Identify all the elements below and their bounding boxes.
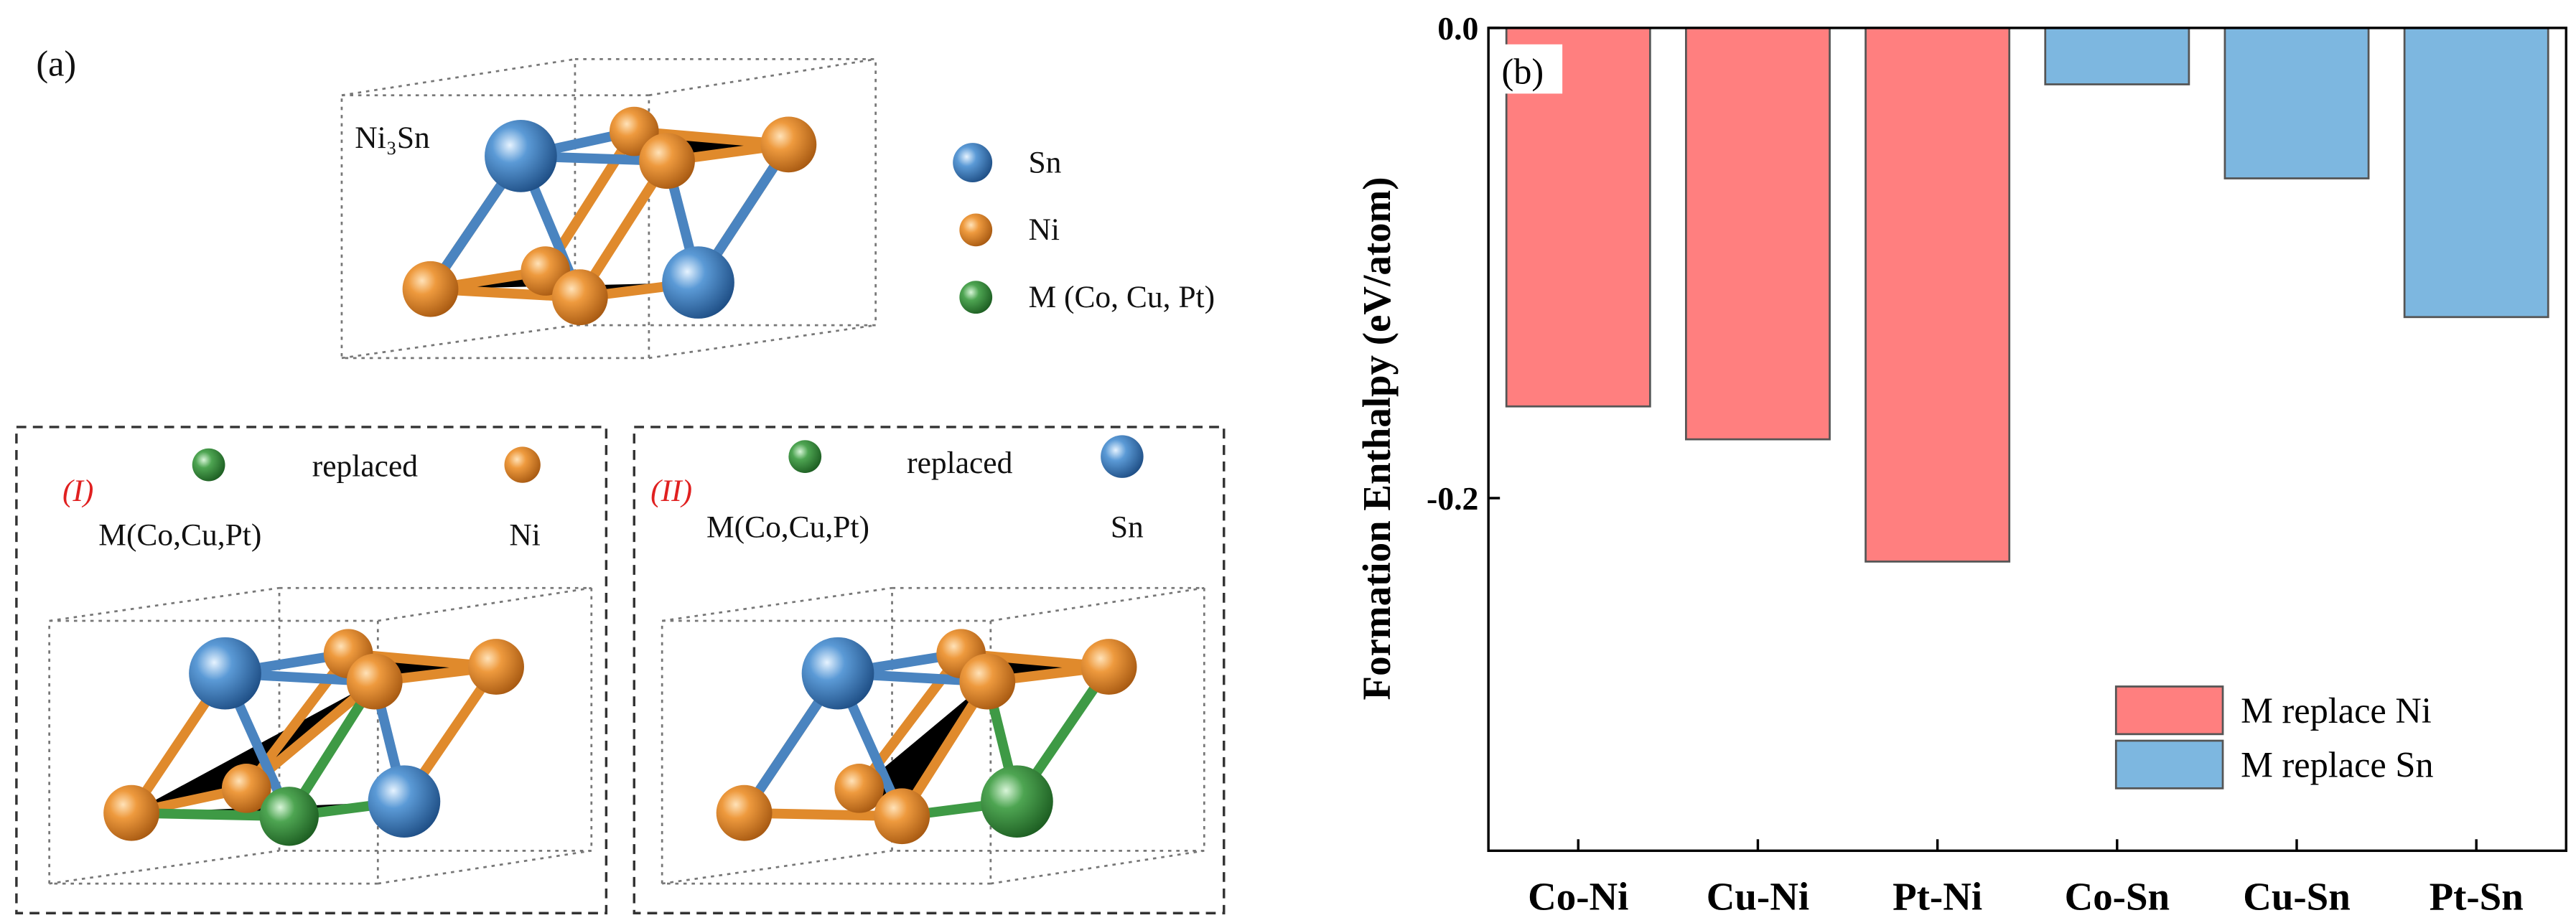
x-tick-label: Cu-Sn <box>2243 875 2351 919</box>
x-tick-label: Pt-Ni <box>1893 875 1982 919</box>
panel-b: 0.0 -0.2 Co-Ni Cu-Ni Pt-Ni Co-Sn Cu-Sn Pt-Sn For… <box>1355 10 2567 919</box>
case-atom <box>192 448 225 482</box>
unit-cell <box>340 58 877 360</box>
atoms <box>402 106 817 326</box>
case-box <box>15 426 608 914</box>
case-atom <box>788 440 822 474</box>
legend-swatch <box>2114 685 2224 736</box>
panel-label: (b) <box>1501 52 1544 92</box>
case-text: M(Co,Cu,Pt) <box>706 510 869 544</box>
panel-label-bg <box>1493 44 1563 94</box>
bar <box>2044 27 2190 85</box>
x-tick-label: Pt-Sn <box>2430 875 2524 919</box>
replaced-structure <box>661 586 1205 885</box>
bar <box>1865 27 2011 563</box>
legend-label: Sn <box>1028 145 1061 179</box>
bar <box>2403 27 2549 319</box>
case-label: (II) <box>650 474 692 508</box>
panel-label: (a) <box>36 43 76 83</box>
bar <box>1684 27 1831 441</box>
y-tick-label: -0.2 <box>1427 480 1478 517</box>
legend-label: M (Co, Cu, Pt) <box>1028 280 1215 314</box>
x-tick-label: Cu-Ni <box>1707 875 1809 919</box>
y-axis-label: Formation Enthalpy (eV/atom) <box>1355 177 1399 700</box>
legend-atom <box>959 281 993 314</box>
legend-atom <box>953 143 993 182</box>
bonds <box>425 126 794 303</box>
panel-a: (a) Ni₃Sn Sn Ni M (Co, Cu, Pt) (I) repla… <box>15 43 1226 914</box>
plot-frame <box>1487 27 2567 853</box>
legend-label: Ni <box>1028 212 1059 247</box>
y-tick-label: 0.0 <box>1437 10 1478 47</box>
legend-label: M replace Sn <box>2241 744 2433 784</box>
bar <box>2223 27 2370 179</box>
legend-label: M replace Ni <box>2241 690 2432 731</box>
legend-swatch <box>2114 739 2224 790</box>
x-tick-label: Co-Sn <box>2065 875 2170 919</box>
case-text: replaced <box>907 446 1012 480</box>
case-atom <box>1101 435 1144 478</box>
structure-label: Ni₃Sn <box>355 121 430 155</box>
case-label: (I) <box>62 474 93 508</box>
x-tick-label: Co-Ni <box>1528 875 1628 919</box>
case-text: Sn <box>1111 510 1144 544</box>
case-box <box>633 426 1226 914</box>
replaced-structure <box>48 586 593 885</box>
case-atom <box>504 446 541 483</box>
case-text: replaced <box>312 449 418 484</box>
case-text: M(Co,Cu,Pt) <box>98 518 261 553</box>
case-text: Ni <box>509 518 540 553</box>
legend-atom <box>959 213 993 247</box>
